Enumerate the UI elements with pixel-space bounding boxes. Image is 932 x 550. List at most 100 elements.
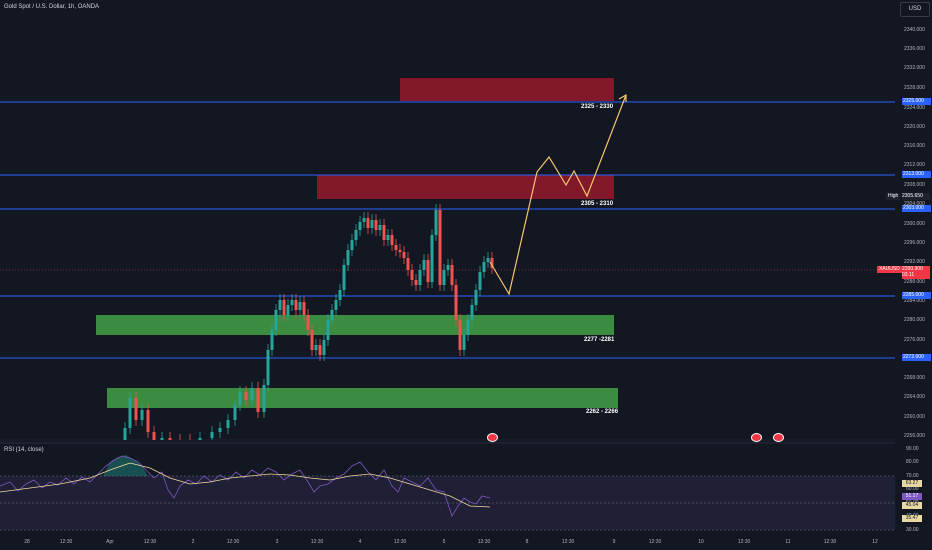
demand-zone-upper bbox=[96, 315, 614, 335]
candle-body bbox=[326, 320, 330, 340]
candle-body bbox=[406, 258, 410, 270]
level-label-2272[interactable]: 2272.000 bbox=[902, 354, 931, 361]
candle-body bbox=[123, 428, 127, 440]
candle-body bbox=[330, 310, 334, 320]
candle-body bbox=[350, 240, 354, 250]
candle-body bbox=[418, 270, 422, 285]
price-tick: 2320.000 bbox=[904, 124, 925, 130]
rsi-title[interactable]: RSI (14, close) bbox=[4, 447, 44, 453]
high-label: High bbox=[886, 193, 901, 200]
candle-body bbox=[342, 265, 346, 290]
us-flag-event-icon[interactable] bbox=[487, 433, 498, 442]
candle-body bbox=[266, 350, 270, 385]
candle-body bbox=[478, 272, 482, 290]
price-tick: 2308.000 bbox=[904, 182, 925, 188]
candle-body bbox=[310, 330, 314, 350]
price-tick: 2300.000 bbox=[904, 221, 925, 227]
candle-body bbox=[366, 218, 370, 228]
candle-body bbox=[140, 410, 144, 420]
rsi-tick: 30.00 bbox=[906, 527, 919, 533]
time-tick: 12:30 bbox=[477, 539, 491, 545]
candle-body bbox=[466, 320, 470, 335]
candle-body bbox=[134, 398, 138, 420]
candle-body bbox=[390, 235, 394, 245]
candle-body bbox=[168, 438, 172, 440]
candle-body bbox=[294, 300, 298, 310]
price-tick: 2340.000 bbox=[904, 27, 925, 33]
price-tick: 2268.000 bbox=[904, 375, 925, 381]
candle-body bbox=[394, 245, 398, 250]
time-tick: 12 bbox=[872, 539, 878, 545]
candle-body bbox=[198, 438, 202, 440]
candle-body bbox=[218, 428, 222, 432]
candle-body bbox=[414, 280, 418, 285]
candle-body bbox=[438, 210, 442, 285]
time-tick: 5 bbox=[442, 539, 446, 545]
price-tick: 2284.000 bbox=[904, 298, 925, 304]
price-tick: 2328.000 bbox=[904, 85, 925, 91]
candle-body bbox=[250, 388, 254, 400]
candle-body bbox=[270, 330, 274, 350]
time-tick: 12:30 bbox=[648, 539, 662, 545]
price-tick: 2260.000 bbox=[904, 414, 925, 420]
candle-body bbox=[470, 305, 474, 320]
price-tick: 2312.000 bbox=[904, 162, 925, 168]
candle-body bbox=[362, 218, 366, 222]
bar-countdown: 03:11 bbox=[902, 272, 915, 278]
candle-body bbox=[338, 290, 342, 300]
currency-button[interactable]: USD bbox=[900, 2, 930, 17]
time-tick: 12:30 bbox=[737, 539, 751, 545]
supply-zone-lower bbox=[317, 175, 614, 199]
time-tick: 12:30 bbox=[823, 539, 837, 545]
candle-body bbox=[474, 290, 478, 305]
level-label-2325[interactable]: 2325.000 bbox=[902, 98, 931, 105]
candle-body bbox=[462, 335, 466, 350]
candle-body bbox=[334, 300, 338, 310]
level-label-2285[interactable]: 2285.000 bbox=[902, 292, 931, 299]
level-label-2313[interactable]: 2313.000 bbox=[902, 171, 931, 178]
time-tick: 3 bbox=[275, 539, 279, 545]
candle-body bbox=[210, 432, 214, 438]
chart-area[interactable] bbox=[0, 0, 895, 550]
demand-zone-lower bbox=[107, 388, 618, 408]
candle-body bbox=[346, 250, 350, 265]
price-tick: 2304.000 bbox=[904, 201, 925, 207]
supply-zone-upper bbox=[400, 78, 614, 101]
candle-body bbox=[426, 260, 430, 282]
candle-body bbox=[358, 222, 362, 230]
candle-body bbox=[422, 260, 426, 270]
candle-body bbox=[256, 388, 260, 412]
price-tick: 2316.000 bbox=[904, 143, 925, 149]
time-tick: 8 bbox=[525, 539, 529, 545]
main-chart-svg[interactable] bbox=[0, 0, 895, 550]
level-label-2303[interactable]: 2303.000 bbox=[902, 205, 931, 212]
candle-body bbox=[152, 432, 156, 440]
symbol-title[interactable]: Gold Spot / U.S. Dollar, 1h, OANDA bbox=[4, 4, 100, 10]
candle-body bbox=[146, 410, 150, 432]
time-tick: 4 bbox=[358, 539, 362, 545]
candle-body bbox=[482, 262, 486, 272]
rsi-ma-line bbox=[0, 462, 491, 508]
candle-body bbox=[128, 398, 132, 428]
candle-body bbox=[244, 392, 248, 400]
zone-label-2277-2281: 2277 -2281 bbox=[584, 337, 615, 343]
candle-body bbox=[378, 225, 382, 230]
candle-body bbox=[382, 225, 386, 240]
us-flag-event-icon[interactable] bbox=[773, 433, 784, 442]
candle-body bbox=[442, 270, 446, 285]
zone-label-2305-2310: 2305 - 2310 bbox=[581, 201, 614, 207]
candle-body bbox=[314, 345, 318, 350]
candle-body bbox=[160, 438, 164, 440]
price-tick: 2280.000 bbox=[904, 317, 925, 323]
candle-body bbox=[434, 210, 438, 235]
candle-body bbox=[290, 300, 294, 305]
rsi-tick: 80.00 bbox=[906, 459, 919, 465]
symbol-price-tag: XAUUSD bbox=[877, 266, 902, 273]
rsi-tick: 60.00 bbox=[906, 486, 919, 492]
rsi-value-badge: 45.04 bbox=[902, 502, 922, 509]
time-tick: 12:30 bbox=[310, 539, 324, 545]
us-flag-event-icon[interactable] bbox=[751, 433, 762, 442]
price-tick: 2332.000 bbox=[904, 65, 925, 71]
zone-label-2262-2266: 2262 - 2266 bbox=[586, 409, 619, 415]
candle-body bbox=[402, 252, 406, 258]
